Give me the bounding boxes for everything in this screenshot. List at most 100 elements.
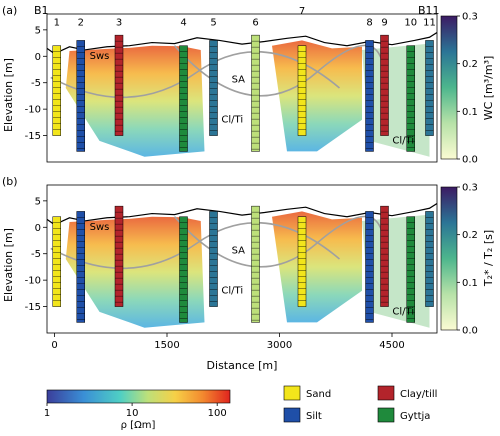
annotation: Cl/Ti	[392, 136, 414, 147]
y-tick-label: -15	[25, 302, 41, 313]
x-tick-label: 4500	[379, 340, 404, 351]
borehole-column	[406, 45, 415, 152]
annotation: Cl/Ti	[221, 114, 243, 125]
colorbar	[440, 15, 458, 160]
borehole-column	[251, 205, 260, 323]
colorbar-tick-label: 0.2	[462, 230, 478, 241]
resistivity-tick-label: 100	[208, 408, 227, 419]
borehole-column	[297, 216, 307, 307]
borehole-column	[52, 216, 61, 307]
borehole-column	[209, 211, 218, 307]
borehole-column	[365, 40, 374, 152]
borehole-column	[76, 40, 85, 152]
borehole-column	[365, 211, 374, 323]
annotation: Cl/Ti	[392, 307, 414, 318]
annotation: Cl/Ti	[221, 285, 243, 296]
borehole-column	[114, 34, 124, 136]
borehole-label: 2	[78, 18, 84, 29]
interface-line	[50, 51, 341, 99]
borehole-label: 1	[54, 18, 60, 29]
annotation: Sws	[90, 51, 110, 62]
resistivity-section-east	[272, 40, 362, 152]
annotation: SA	[232, 246, 246, 257]
panel-a-colorbar-label: WC [m³/m³]	[482, 56, 495, 121]
y-tick-label: 0	[35, 223, 41, 234]
panel-b-ylabel: Elevation [m]	[2, 228, 15, 302]
resistivity-section-east	[272, 211, 362, 323]
y-tick-label: -5	[31, 249, 41, 260]
borehole-column	[406, 216, 415, 323]
colorbar-tick-label: 0.3	[462, 183, 478, 194]
plot-frame	[46, 184, 438, 334]
resistivity-section-west	[65, 216, 205, 328]
borehole-column	[52, 45, 61, 136]
plot-frame	[46, 13, 438, 163]
colorbar-tick-label: 0.3	[462, 12, 478, 23]
borehole-label: 8	[366, 18, 372, 29]
borehole-label: 11	[423, 18, 436, 29]
legend-swatch	[377, 385, 395, 401]
borehole-column	[297, 45, 307, 136]
borehole-column	[380, 205, 389, 307]
end-label: B11	[418, 4, 440, 17]
y-tick-label: -10	[25, 276, 41, 287]
resistivity-colorbar	[46, 389, 231, 404]
colorbar-tick-label: 0.1	[462, 107, 478, 118]
x-tick-label: 0	[51, 340, 57, 351]
start-label: B1	[34, 4, 49, 17]
y-tick-label: 0	[35, 52, 41, 63]
y-tick-label: 5	[35, 196, 41, 207]
legend-swatch	[283, 407, 301, 423]
y-tick-label: -5	[31, 78, 41, 89]
legend-label: Clay/till	[400, 389, 437, 400]
borehole-column	[251, 34, 260, 152]
resistivity-section-west	[65, 45, 205, 157]
borehole-column	[76, 211, 85, 323]
colorbar-tick-label: 0.1	[462, 278, 478, 289]
x-tick-label: 1500	[154, 340, 179, 351]
borehole-label: 5	[210, 18, 216, 29]
panel-b-label: (b)	[2, 175, 18, 188]
borehole-column	[425, 40, 434, 136]
panel-a-label: (a)	[2, 4, 17, 17]
colorbar-tick-label: 0.0	[462, 326, 478, 337]
panel-b-colorbar-label: T₂* / T₂ [s]	[482, 230, 495, 287]
y-tick-label: -15	[25, 131, 41, 142]
annotation: Sws	[90, 222, 110, 233]
colorbar-tick-label: 0.0	[462, 155, 478, 166]
borehole-column	[179, 45, 188, 152]
borehole-label: 7	[299, 6, 305, 17]
borehole-column	[114, 205, 124, 307]
resistivity-colorbar-label: ρ [Ωm]	[121, 420, 156, 431]
colorbar-tick-label: 0.2	[462, 59, 478, 70]
annotation: SA	[232, 75, 246, 86]
borehole-label: 9	[381, 18, 387, 29]
panel-a: 1 2 3 4 5 6 7 8 9 10 11 Sws SA Cl/Ti Cl/Ti 5 0 -5 -10 -15 0.…	[25, 6, 478, 166]
colorbar	[440, 186, 458, 331]
y-tick-label: 5	[35, 25, 41, 36]
borehole-column	[179, 216, 188, 323]
legend-swatch	[377, 407, 395, 423]
panel-a-ylabel: Elevation [m]	[2, 58, 15, 132]
legend-label: Sand	[306, 389, 331, 400]
section-area	[47, 202, 437, 328]
borehole-column	[380, 34, 389, 136]
borehole-label: 3	[116, 18, 122, 29]
borehole-label: 4	[180, 18, 186, 29]
panel-b: Sws SA Cl/Ti Cl/Ti 5 0 -5 -10 -15 0 1500 3000 4500 0.…	[25, 183, 478, 352]
section-area	[47, 31, 437, 157]
legend-label: Gyttja	[400, 411, 430, 422]
resistivity-tick-label: 1	[44, 408, 50, 419]
interface-line	[50, 222, 341, 270]
resistivity-tick-label: 10	[126, 408, 139, 419]
borehole-column	[209, 40, 218, 136]
x-tick-label: 3000	[267, 340, 292, 351]
borehole-column	[425, 211, 434, 307]
y-tick-label: -10	[25, 105, 41, 116]
panel-b-xlabel: Distance [m]	[207, 359, 278, 372]
legend-label: Silt	[306, 411, 322, 422]
lithology-legend: Sand Clay/till Silt Gyttja	[283, 385, 437, 423]
borehole-label: 6	[252, 18, 258, 29]
borehole-label: 10	[404, 18, 417, 29]
